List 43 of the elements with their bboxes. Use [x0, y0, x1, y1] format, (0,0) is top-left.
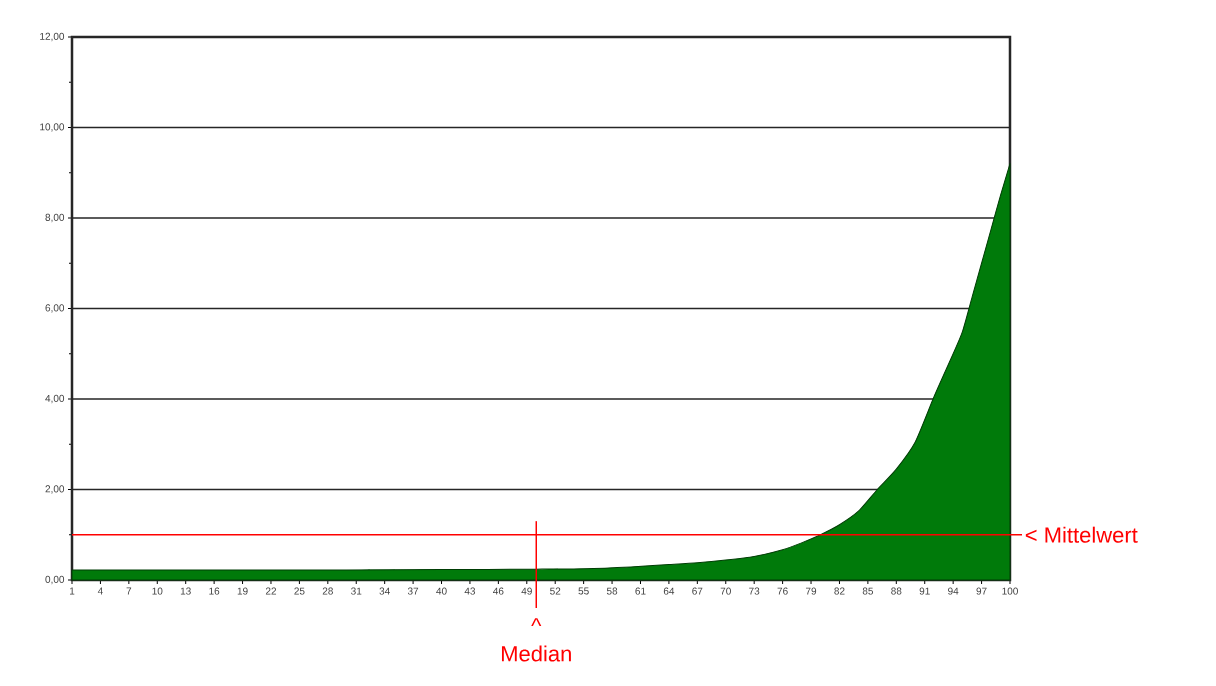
y-tick-label: 8,00 [45, 213, 65, 223]
ref-line-label: ^ Median [501, 618, 571, 662]
x-tick-label: 7 [126, 587, 132, 595]
y-tick-label: 0,00 [45, 575, 65, 585]
x-tick-label: 1 [69, 587, 75, 595]
x-tick-label: 34 [379, 587, 390, 595]
x-tick-label: 10 [152, 587, 163, 595]
x-tick-label: 22 [265, 587, 277, 595]
x-tick-label: 25 [294, 587, 305, 595]
x-tick-label: 94 [948, 587, 959, 595]
x-tick-label: 70 [720, 587, 731, 595]
x-tick-label: 31 [351, 587, 362, 595]
x-tick-label: 55 [578, 587, 589, 595]
ref-line-label: < Mittelwert [1025, 526, 1138, 543]
x-tick-label: 91 [919, 587, 930, 595]
y-tick-label: 2,00 [45, 485, 65, 494]
x-tick-label: 46 [493, 587, 504, 595]
x-tick-label: 79 [805, 587, 817, 595]
x-tick-label: 58 [606, 587, 618, 595]
x-tick-label: 64 [663, 587, 675, 595]
x-tick-label: 73 [749, 587, 760, 595]
x-tick-label: 76 [777, 587, 788, 595]
x-tick-label: 67 [692, 587, 703, 595]
x-tick-label: 85 [862, 587, 874, 595]
x-tick-label: 37 [407, 587, 419, 595]
x-tick-label: 28 [322, 587, 333, 595]
y-tick-label: 4,00 [45, 394, 65, 404]
x-tick-label: 43 [464, 587, 476, 595]
x-tick-label: 52 [550, 587, 561, 595]
x-tick-label: 4 [97, 587, 103, 595]
y-tick-label: 6,00 [45, 304, 65, 313]
x-tick-label: 97 [976, 587, 987, 595]
x-tick-label: 88 [891, 587, 902, 595]
y-tick-label: 10,00 [40, 123, 65, 132]
x-tick-label: 61 [635, 587, 646, 595]
x-tick-label: 82 [834, 587, 845, 595]
x-tick-label: 19 [237, 587, 248, 595]
x-tick-label: 16 [209, 587, 220, 595]
x-tick-label: 100 [1002, 587, 1018, 595]
x-tick-label: 13 [180, 587, 191, 595]
x-tick-label: 49 [521, 587, 532, 595]
x-tick-label: 40 [436, 587, 447, 595]
y-tick-label: 12,00 [40, 32, 65, 42]
